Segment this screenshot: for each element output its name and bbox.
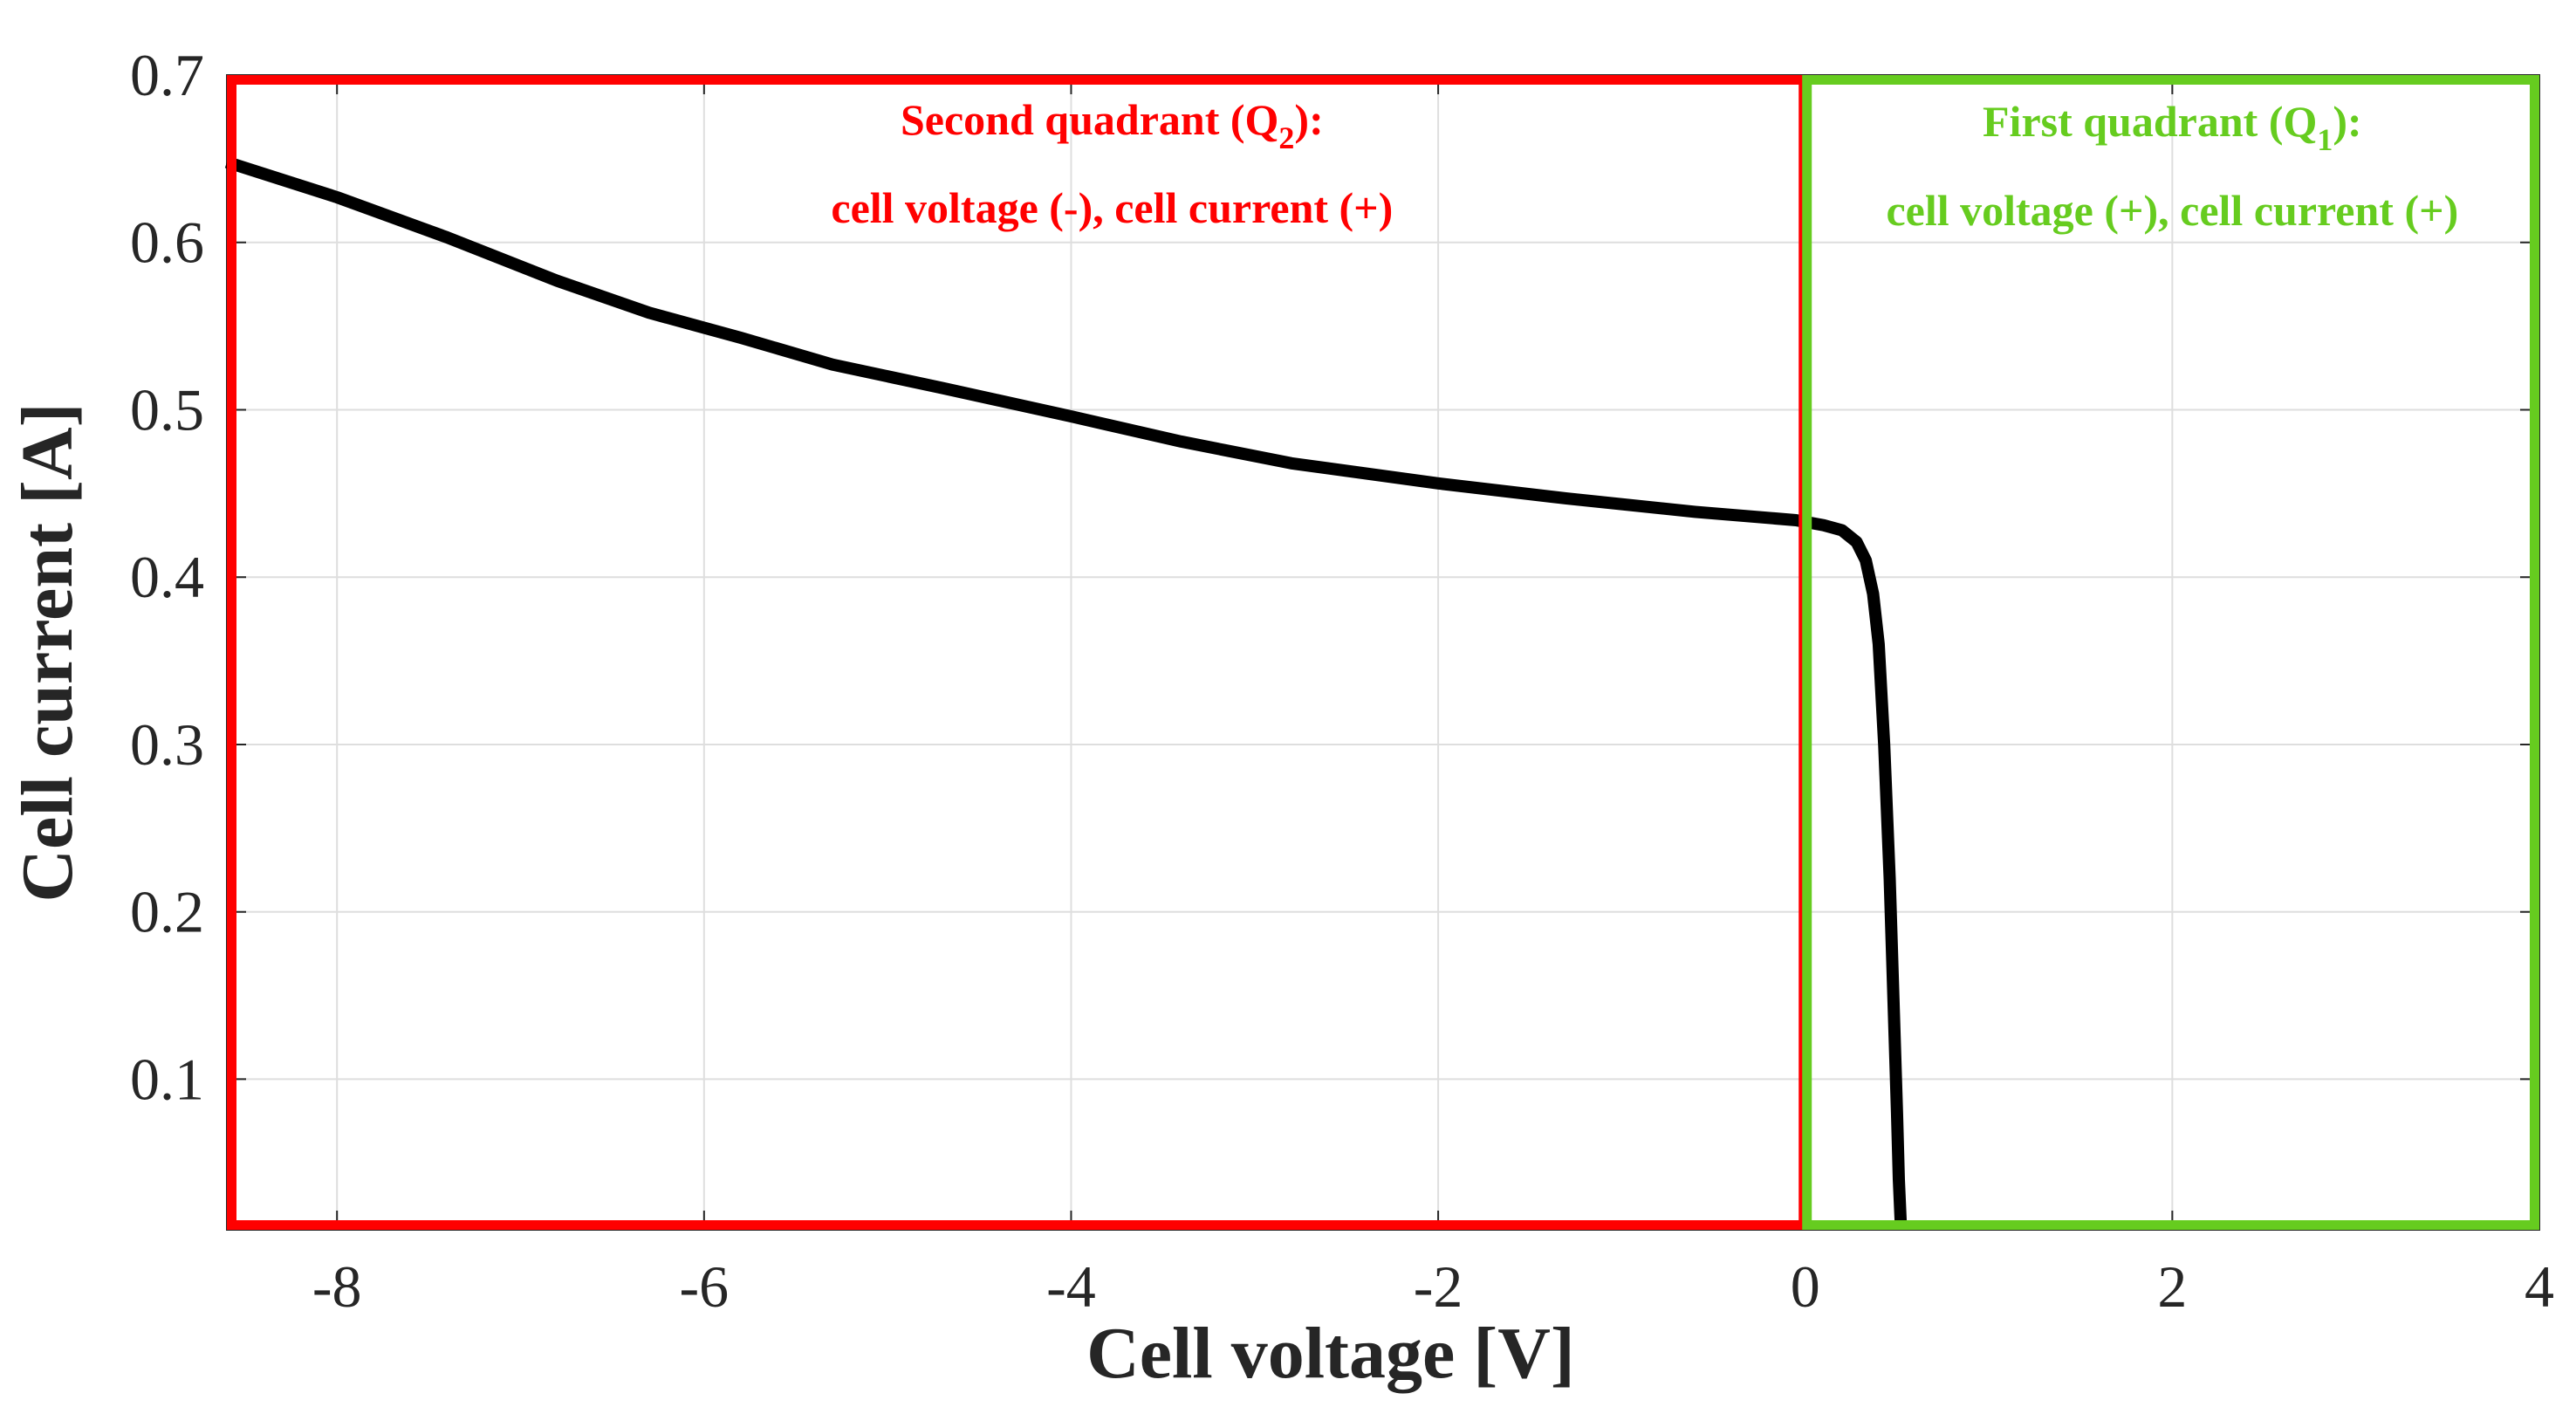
second-quadrant-subtitle: cell voltage (-), cell current (+) xyxy=(831,183,1393,232)
y-tick-label: 0.4 xyxy=(130,544,204,610)
y-tick-label: 0.5 xyxy=(130,376,204,443)
y-tick-label: 0.2 xyxy=(130,879,204,945)
first-quadrant-title-end: ): xyxy=(2333,97,2361,146)
second-quadrant-title: Second quadrant (Q2): xyxy=(901,95,1324,155)
plot-frame xyxy=(226,74,2540,1231)
x-tick-label: 2 xyxy=(2157,1253,2187,1320)
x-axis-label: Cell voltage [V] xyxy=(1086,1313,1575,1394)
y-tick-label: 0.6 xyxy=(130,209,204,276)
second-quadrant-title-main: Second quadrant (Q xyxy=(901,95,1278,144)
x-tick-labels: -8 -6 -4 -2 0 2 4 xyxy=(312,1253,2554,1320)
y-tick-label: 0.1 xyxy=(130,1046,204,1112)
x-tick-label: -4 xyxy=(1046,1253,1096,1320)
first-quadrant-box xyxy=(1802,75,2540,1230)
first-quadrant-title-subscript: 1 xyxy=(2317,122,2333,157)
first-quadrant-subtitle: cell voltage (+), cell current (+) xyxy=(1886,186,2458,235)
x-tick-label: -2 xyxy=(1414,1253,1463,1320)
grid-lines xyxy=(227,74,2540,1230)
series-layer xyxy=(224,156,1908,1222)
x-tick-label: 4 xyxy=(2525,1253,2554,1320)
first-quadrant-title: First quadrant (Q1): xyxy=(1983,97,2362,157)
y-tick-labels: 0.1 0.2 0.3 0.4 0.5 0.6 0.7 xyxy=(130,42,204,1112)
y-tick-label: 0.7 xyxy=(130,42,204,108)
iv-curve-line xyxy=(224,156,1908,1222)
y-tick-label: 0.3 xyxy=(130,711,204,778)
second-quadrant-title-end: ): xyxy=(1294,95,1323,144)
y-axis-label: Cell current [A] xyxy=(7,402,88,902)
x-tick-label: 0 xyxy=(1791,1253,1820,1320)
x-tick-label: -8 xyxy=(312,1253,362,1320)
x-tick-label: -6 xyxy=(679,1253,729,1320)
axes xyxy=(226,74,2540,1231)
second-quadrant-title-subscript: 2 xyxy=(1278,120,1294,155)
first-quadrant-title-main: First quadrant (Q xyxy=(1983,97,2317,146)
